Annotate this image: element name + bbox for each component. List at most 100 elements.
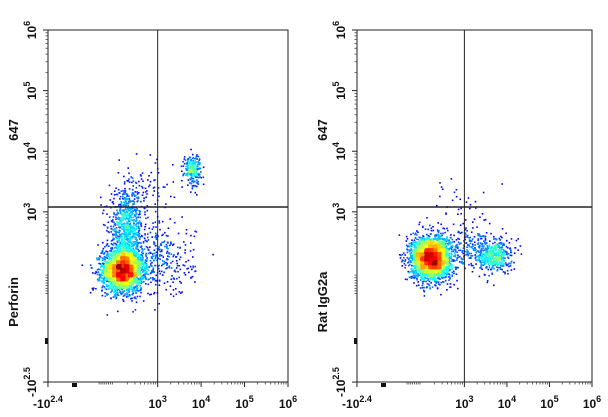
event-point <box>122 222 125 225</box>
event-point <box>129 247 131 250</box>
event-point <box>126 211 128 213</box>
event-point <box>135 260 138 263</box>
event-point <box>183 264 186 267</box>
event-point <box>146 205 149 207</box>
event-point <box>482 259 484 262</box>
event-point <box>450 257 452 259</box>
event-point <box>492 255 495 257</box>
event-point <box>96 273 99 276</box>
event-point <box>131 210 133 213</box>
event-point <box>144 213 146 216</box>
event-point <box>450 246 452 249</box>
event-point <box>135 231 137 234</box>
event-point <box>123 270 126 272</box>
event-point <box>113 212 115 214</box>
event-point <box>112 279 115 281</box>
event-point <box>498 237 501 240</box>
event-point <box>134 228 137 230</box>
event-point <box>123 276 126 278</box>
event-point <box>440 281 443 284</box>
event-point <box>103 277 106 279</box>
event-point <box>181 170 183 173</box>
event-point <box>102 262 104 265</box>
event-point <box>105 250 107 253</box>
event-point <box>130 254 133 256</box>
event-point <box>517 238 519 240</box>
event-point <box>125 225 127 228</box>
event-point <box>122 280 124 283</box>
event-point <box>120 238 123 240</box>
event-point <box>421 278 423 280</box>
event-point <box>140 291 142 294</box>
event-point <box>147 283 150 286</box>
event-point <box>120 243 122 246</box>
event-point <box>125 249 128 251</box>
event-point <box>501 228 504 230</box>
event-point <box>197 174 200 176</box>
event-point <box>500 259 503 261</box>
event-point <box>163 271 165 274</box>
event-point <box>147 216 149 219</box>
event-point <box>120 254 123 257</box>
event-point <box>484 274 486 276</box>
event-point <box>131 273 133 275</box>
event-point <box>464 250 466 253</box>
event-point <box>113 262 115 265</box>
event-point <box>110 283 112 285</box>
event-point <box>429 224 431 227</box>
event-point <box>196 171 198 174</box>
event-point <box>113 238 115 241</box>
event-point <box>113 230 115 233</box>
event-point <box>501 251 504 253</box>
event-point <box>119 226 121 229</box>
event-point <box>451 199 454 202</box>
event-point <box>124 262 126 265</box>
event-point <box>140 262 142 264</box>
event-point <box>450 248 453 251</box>
event-point <box>134 290 137 292</box>
event-point <box>141 185 143 188</box>
event-point <box>135 257 137 260</box>
event-point <box>134 309 137 311</box>
event-point <box>490 246 493 249</box>
event-point <box>118 159 120 161</box>
event-point <box>480 264 483 266</box>
event-point <box>130 297 132 300</box>
event-point <box>102 241 104 244</box>
event-point <box>133 278 136 280</box>
event-point <box>95 288 97 290</box>
event-point <box>471 240 473 242</box>
event-point <box>146 257 148 260</box>
y-tick-label: 103 <box>22 203 39 221</box>
event-point <box>121 279 124 282</box>
event-point <box>170 262 172 264</box>
event-point <box>119 195 122 198</box>
event-point <box>486 261 489 263</box>
event-point <box>105 260 107 263</box>
event-point <box>121 259 123 262</box>
event-point <box>126 217 128 219</box>
event-point <box>495 254 497 256</box>
event-point <box>499 239 501 241</box>
event-point <box>97 279 99 282</box>
event-point <box>147 179 149 181</box>
event-point <box>137 252 140 255</box>
event-point <box>448 261 451 263</box>
event-point <box>474 247 476 249</box>
events <box>398 178 523 297</box>
event-point <box>126 265 129 268</box>
event-point <box>135 252 138 255</box>
event-point <box>116 256 119 259</box>
event-point <box>131 193 133 196</box>
event-point <box>148 266 151 268</box>
event-point <box>108 270 110 273</box>
event-point <box>152 255 154 258</box>
event-point <box>109 249 111 252</box>
event-point <box>100 196 102 199</box>
event-point <box>136 234 139 236</box>
event-point <box>130 258 133 261</box>
event-point <box>466 249 468 251</box>
event-point <box>144 223 147 226</box>
event-point <box>493 253 495 255</box>
event-point <box>126 286 128 289</box>
